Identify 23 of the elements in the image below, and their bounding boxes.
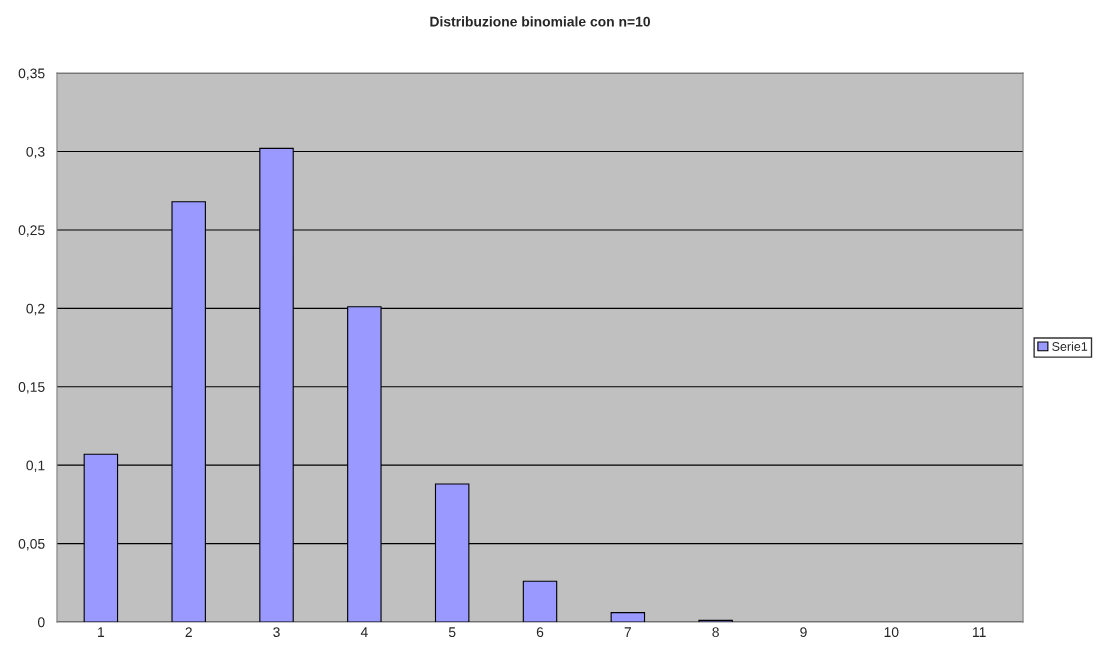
y-tick-label: 0,1 bbox=[26, 460, 45, 472]
x-tick-label: 1 bbox=[98, 627, 105, 637]
x-tick-label: 5 bbox=[448, 627, 456, 638]
x-tick-label: 3 bbox=[273, 627, 280, 638]
bar bbox=[522, 580, 558, 622]
y-tick-label: 0,35 bbox=[18, 68, 45, 80]
y-tick-label: 0,3 bbox=[26, 146, 45, 159]
y-tick-label: 0 bbox=[37, 617, 45, 628]
x-tick-label: 11 bbox=[972, 627, 986, 637]
y-tick-label: 0,25 bbox=[18, 225, 45, 237]
y-tick-label: 0,15 bbox=[18, 382, 45, 394]
x-tick-label: 7 bbox=[624, 627, 631, 637]
y-tick-label: 0,2 bbox=[26, 303, 45, 316]
x-tick-label: 2 bbox=[185, 627, 192, 637]
y-tick-label: 0,05 bbox=[18, 538, 45, 551]
x-tick-label: 10 bbox=[884, 627, 899, 638]
x-tick-label: 9 bbox=[800, 627, 807, 638]
x-tick-label: 4 bbox=[360, 627, 368, 637]
x-tick-label: 8 bbox=[712, 627, 719, 638]
bar bbox=[610, 612, 646, 622]
chart-title: Distribuzione binomiale con n=10 bbox=[430, 16, 650, 27]
legend-label: Serie1 bbox=[1052, 341, 1088, 351]
x-tick-label: 6 bbox=[536, 627, 544, 638]
